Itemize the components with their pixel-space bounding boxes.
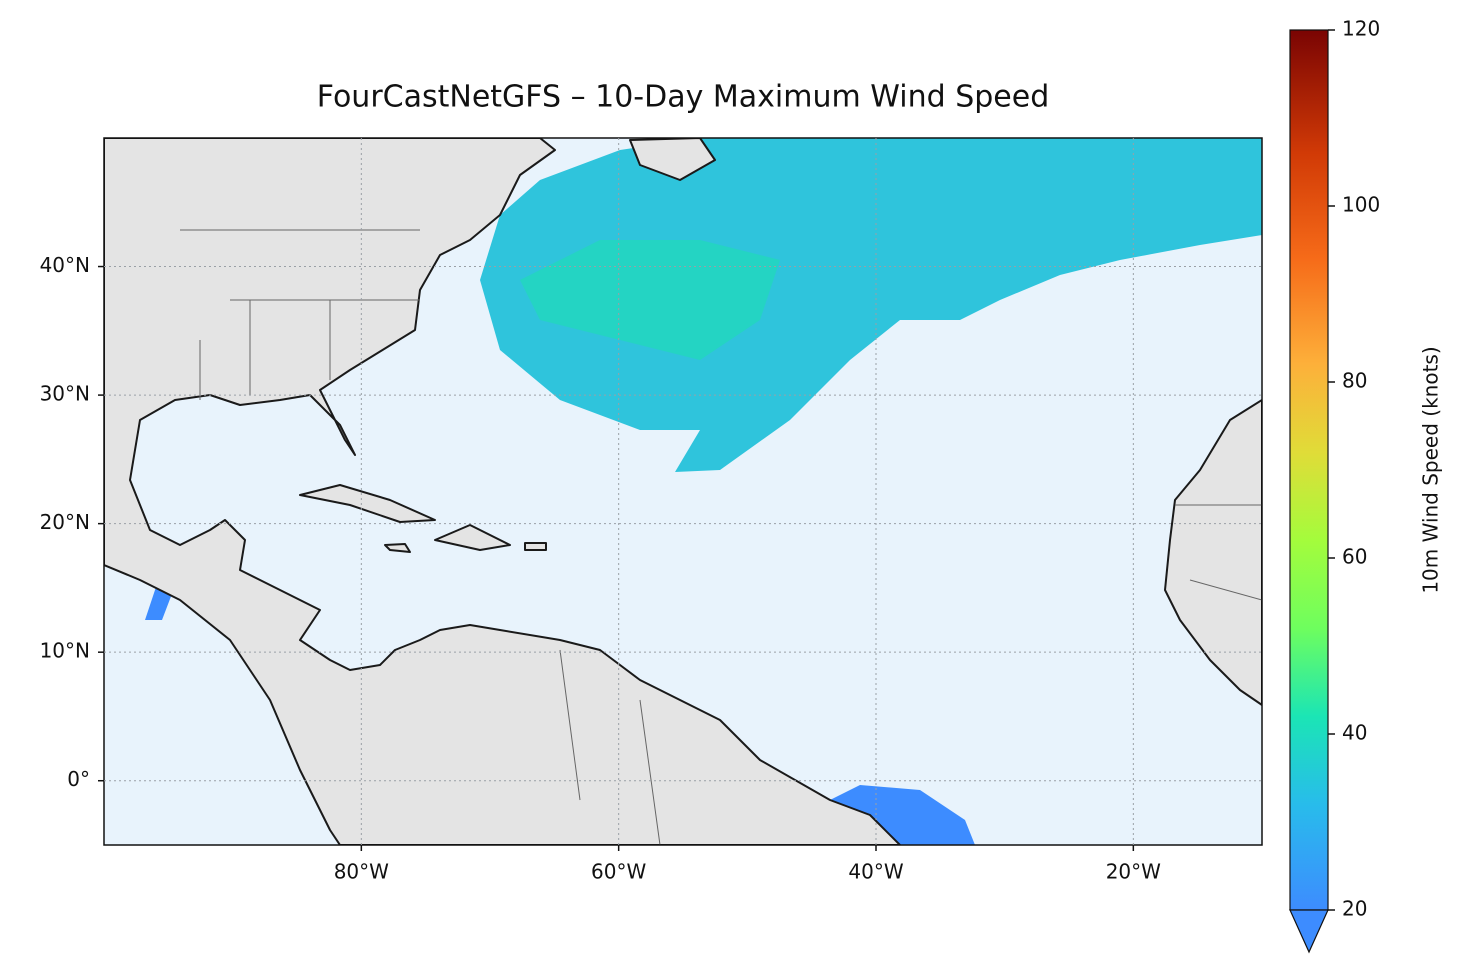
colorbar-extend	[1289, 909, 1329, 954]
cuba	[299, 484, 436, 523]
wind-field	[520, 240, 780, 360]
puerto-rico	[524, 542, 547, 551]
x-tick-label: 80°W	[334, 860, 389, 884]
colorbar	[1289, 29, 1329, 911]
plot-frame	[103, 137, 1263, 846]
map-title: FourCastNetGFS – 10-Day Maximum Wind Spe…	[317, 80, 1049, 115]
colorbar-label: 10m Wind Speed (knots)	[1419, 346, 1443, 593]
y-tick-label: 20°N	[40, 510, 90, 534]
borders	[180, 229, 1262, 845]
colorbar-tick-label: 100	[1342, 193, 1380, 217]
colorbar-tick-label: 20	[1342, 897, 1367, 921]
north-america	[104, 138, 901, 845]
y-tick-label: 0°	[67, 767, 90, 791]
colorbar-tick-label: 80	[1342, 369, 1367, 393]
y-tick-label: 10°N	[40, 639, 90, 663]
jamaica	[384, 543, 411, 553]
africa	[1164, 399, 1262, 706]
colorbar-tick-label: 120	[1342, 17, 1380, 41]
colorbar-tick-label: 40	[1342, 721, 1367, 745]
wind-field	[145, 575, 975, 845]
map-area	[104, 138, 1262, 845]
x-tick-label: 20°W	[1106, 860, 1161, 884]
y-tick-label: 40°N	[40, 253, 90, 277]
hispaniola	[434, 524, 511, 551]
colorbar-tick-label: 60	[1342, 545, 1367, 569]
x-tick-label: 60°W	[591, 860, 646, 884]
x-tick-label: 40°W	[848, 860, 903, 884]
wind-field	[480, 138, 1262, 472]
y-tick-label: 30°N	[40, 382, 90, 406]
